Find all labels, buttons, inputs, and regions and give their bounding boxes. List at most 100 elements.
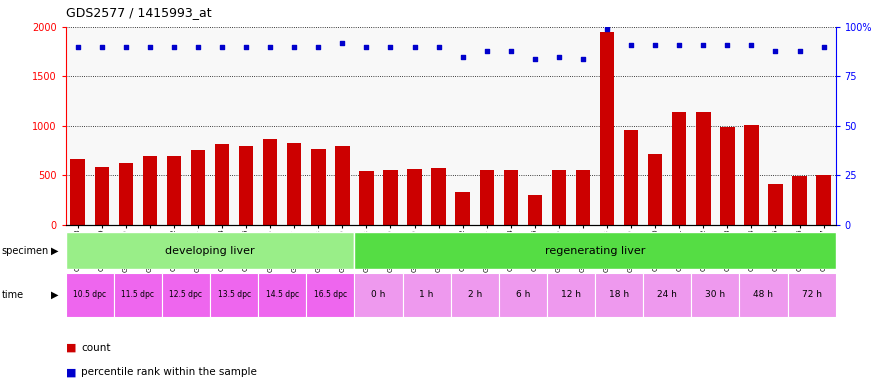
Point <box>431 44 445 50</box>
Bar <box>552 170 566 225</box>
Bar <box>739 273 788 317</box>
Text: ■: ■ <box>66 367 76 377</box>
Bar <box>263 139 277 225</box>
Bar <box>354 273 402 317</box>
Bar <box>696 113 710 225</box>
Text: 30 h: 30 h <box>705 290 725 299</box>
Bar <box>66 232 354 269</box>
Point <box>720 41 734 48</box>
Bar <box>215 144 229 225</box>
Bar <box>258 273 306 317</box>
Text: GDS2577 / 1415993_at: GDS2577 / 1415993_at <box>66 6 211 19</box>
Bar <box>768 184 783 225</box>
Point <box>600 26 614 32</box>
Bar <box>793 176 807 225</box>
Text: count: count <box>81 343 111 353</box>
Text: 18 h: 18 h <box>609 290 629 299</box>
Bar <box>456 192 470 225</box>
Bar <box>360 171 374 225</box>
Bar <box>648 154 662 225</box>
Bar <box>480 170 494 225</box>
Bar <box>499 273 547 317</box>
Bar <box>451 273 499 317</box>
Point <box>480 48 494 54</box>
Point <box>793 48 807 54</box>
Text: 13.5 dpc: 13.5 dpc <box>218 290 250 299</box>
Bar <box>547 273 595 317</box>
Text: developing liver: developing liver <box>165 245 255 256</box>
Point <box>143 44 157 50</box>
Bar <box>624 130 639 225</box>
Point <box>287 44 301 50</box>
Bar <box>672 112 687 225</box>
Point <box>456 53 470 60</box>
Bar <box>431 168 446 225</box>
Bar <box>143 156 158 225</box>
Bar <box>576 170 591 225</box>
Bar <box>335 146 350 225</box>
Bar <box>191 151 206 225</box>
Text: 12.5 dpc: 12.5 dpc <box>170 290 202 299</box>
Text: 11.5 dpc: 11.5 dpc <box>122 290 154 299</box>
Bar <box>94 167 109 225</box>
Text: ■: ■ <box>66 343 76 353</box>
Bar <box>600 32 614 225</box>
Bar <box>408 169 422 225</box>
Text: 0 h: 0 h <box>371 290 386 299</box>
Bar <box>306 273 354 317</box>
Text: 1 h: 1 h <box>419 290 434 299</box>
Text: 16.5 dpc: 16.5 dpc <box>314 290 346 299</box>
Point <box>408 44 422 50</box>
Point <box>239 44 253 50</box>
Point <box>696 41 710 48</box>
Bar <box>816 175 831 225</box>
Point <box>552 53 566 60</box>
Point <box>167 44 181 50</box>
Point <box>119 44 133 50</box>
Point <box>504 48 518 54</box>
Text: time: time <box>2 290 24 300</box>
Bar <box>114 273 162 317</box>
Bar <box>402 273 451 317</box>
Point <box>672 41 686 48</box>
Point <box>528 55 542 61</box>
Point <box>215 44 229 50</box>
Bar <box>66 273 114 317</box>
Bar <box>788 273 836 317</box>
Point <box>816 44 830 50</box>
Bar <box>595 273 643 317</box>
Point <box>648 41 662 48</box>
Bar <box>354 232 836 269</box>
Bar <box>239 146 254 225</box>
Point <box>263 44 277 50</box>
Point <box>745 41 759 48</box>
Text: specimen: specimen <box>2 245 49 256</box>
Bar <box>162 273 210 317</box>
Bar <box>287 142 301 225</box>
Point <box>383 44 397 50</box>
Text: 2 h: 2 h <box>467 290 482 299</box>
Text: 12 h: 12 h <box>561 290 581 299</box>
Bar <box>504 170 518 225</box>
Text: percentile rank within the sample: percentile rank within the sample <box>81 367 257 377</box>
Point <box>312 44 326 50</box>
Point <box>335 40 349 46</box>
Bar <box>71 159 85 225</box>
Bar <box>528 195 542 225</box>
Point <box>71 44 85 50</box>
Bar <box>691 273 739 317</box>
Point <box>191 44 205 50</box>
Text: 24 h: 24 h <box>657 290 677 299</box>
Bar <box>745 125 759 225</box>
Text: 14.5 dpc: 14.5 dpc <box>266 290 298 299</box>
Text: ▶: ▶ <box>52 290 59 300</box>
Text: ▶: ▶ <box>52 245 59 256</box>
Text: 48 h: 48 h <box>753 290 774 299</box>
Bar <box>119 163 133 225</box>
Bar <box>720 127 735 225</box>
Point <box>576 55 590 61</box>
Point <box>624 41 638 48</box>
Point <box>94 44 108 50</box>
Point <box>360 44 374 50</box>
Bar <box>210 273 258 317</box>
